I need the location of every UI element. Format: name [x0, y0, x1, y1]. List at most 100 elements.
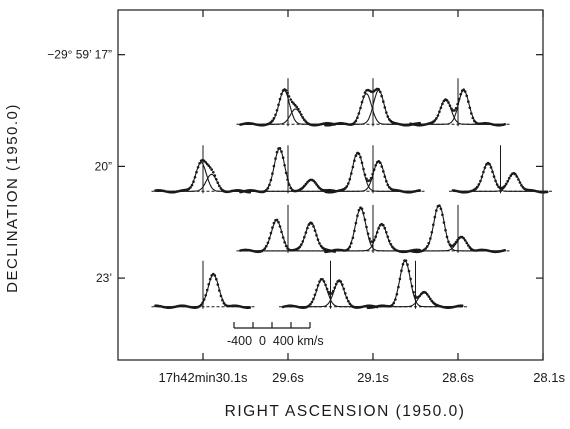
- x-tick-label: 29.6s: [272, 370, 304, 385]
- observed-point: [459, 92, 463, 96]
- observed-point: [433, 119, 437, 122]
- observed-point: [345, 185, 349, 188]
- observed-point: [350, 172, 353, 175]
- observed-point: [263, 247, 267, 250]
- observed-point: [277, 220, 280, 224]
- observed-point: [382, 100, 385, 103]
- observed-point: [269, 231, 273, 235]
- observed-point: [382, 223, 385, 227]
- observed-point: [371, 173, 374, 176]
- observed-point: [347, 182, 350, 185]
- observed-point: [435, 209, 438, 212]
- observed-point: [275, 109, 279, 112]
- spectrum-panel: [449, 145, 552, 194]
- observed-point: [313, 181, 317, 184]
- observed-point: [383, 106, 387, 109]
- observed-point: [545, 190, 549, 194]
- observed-point: [509, 174, 513, 177]
- observed-point: [356, 116, 359, 120]
- observed-point: [383, 226, 387, 230]
- observed-point: [268, 183, 271, 187]
- observed-point: [518, 181, 522, 184]
- observed-point: [207, 164, 210, 167]
- observed-point: [368, 179, 371, 182]
- observed-point: [456, 102, 459, 106]
- observed-point: [380, 165, 384, 168]
- observed-point: [353, 159, 356, 162]
- observed-point: [324, 283, 327, 287]
- observed-point: [283, 164, 286, 167]
- spectrum-panel: [321, 204, 425, 254]
- observed-point: [488, 163, 491, 166]
- observed-point: [375, 231, 379, 234]
- observed-point: [315, 183, 318, 186]
- observed-point: [360, 100, 364, 104]
- observed-point: [435, 117, 438, 120]
- observed-point: [388, 118, 391, 121]
- observed-point: [219, 294, 223, 298]
- observed-point: [201, 301, 204, 305]
- observed-point: [341, 283, 344, 286]
- observed-point: [193, 175, 197, 179]
- observed-point: [278, 97, 282, 101]
- observed-point: [430, 231, 434, 234]
- spectrum-panel: [406, 78, 510, 127]
- observed-point: [382, 170, 385, 173]
- observed-point: [213, 174, 217, 177]
- observed-point: [391, 303, 394, 307]
- observed-point: [310, 300, 314, 304]
- observed-point: [453, 242, 456, 246]
- observed-point: [507, 176, 511, 180]
- observed-point: [400, 269, 403, 273]
- observed-point: [377, 227, 381, 230]
- observed-point: [309, 303, 312, 306]
- observed-point: [198, 162, 201, 165]
- velocity-scale-label: -400 0 400 km/s: [227, 334, 324, 348]
- observed-point: [467, 244, 470, 247]
- observed-point: [303, 184, 306, 188]
- observed-point: [480, 175, 484, 178]
- observed-point: [450, 107, 453, 110]
- observed-point: [215, 178, 218, 181]
- observed-point: [319, 244, 323, 248]
- observed-point: [271, 119, 274, 122]
- observed-point: [345, 296, 349, 300]
- observed-point: [427, 241, 431, 245]
- observed-point: [271, 226, 274, 229]
- observed-point: [397, 285, 400, 289]
- observed-point: [479, 179, 482, 183]
- observed-point: [391, 245, 394, 249]
- observed-point: [433, 215, 437, 219]
- observed-point: [426, 293, 429, 296]
- observed-point: [412, 290, 415, 294]
- spectrum-panel: [279, 260, 382, 310]
- observed-point: [284, 171, 288, 175]
- observed-point: [202, 298, 206, 301]
- observed-point: [303, 235, 306, 239]
- observed-point: [363, 218, 367, 221]
- observed-point: [357, 152, 361, 156]
- observed-point: [275, 150, 279, 154]
- observed-point: [190, 183, 194, 187]
- spectrum-panel: [321, 145, 425, 194]
- x-axis: 17h42min30.1s 29.6s 29.1s 28.6s 28.1s: [159, 10, 565, 385]
- observed-point: [409, 277, 412, 281]
- observed-point: [418, 294, 422, 298]
- observed-point: [348, 177, 352, 181]
- observed-point: [371, 240, 374, 244]
- observed-point: [347, 247, 350, 251]
- observed-point: [462, 88, 466, 91]
- observed-point: [310, 222, 314, 225]
- observed-point: [380, 94, 384, 98]
- y-axis-title: DECLINATION (1950.0): [4, 103, 21, 293]
- observed-point: [359, 106, 362, 110]
- observed-point: [404, 259, 408, 263]
- observed-point: [492, 175, 496, 178]
- observed-point: [468, 106, 472, 110]
- observed-point: [372, 168, 376, 171]
- observed-point: [306, 226, 309, 230]
- observed-point: [363, 173, 367, 176]
- observed-point: [503, 249, 507, 252]
- observed-point: [330, 292, 333, 295]
